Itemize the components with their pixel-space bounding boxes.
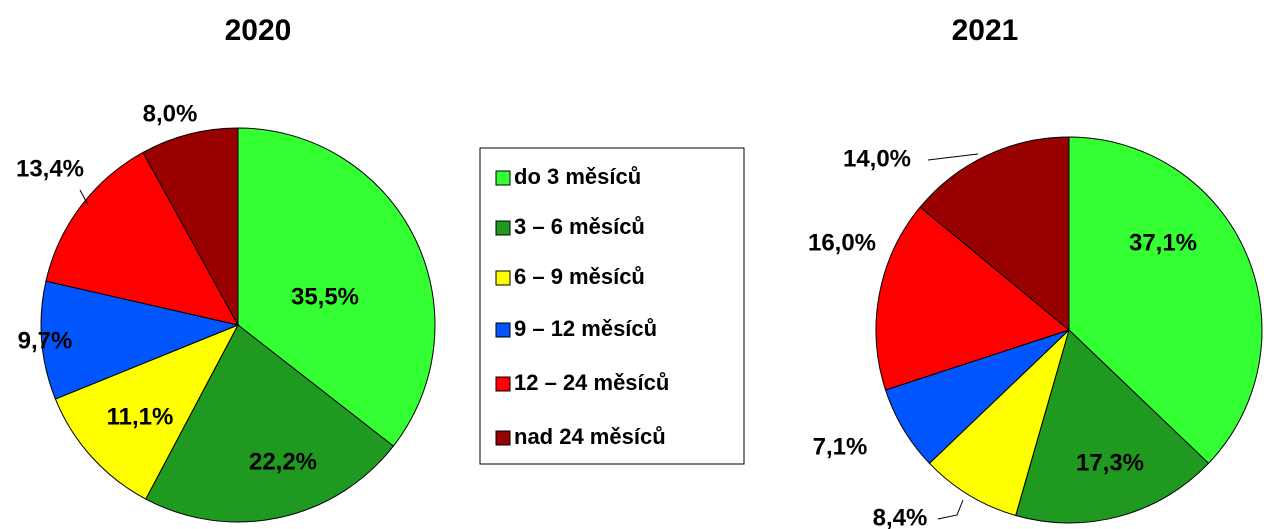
data-label: 13,4% (16, 155, 84, 182)
legend-label: nad 24 měsíců (514, 424, 666, 449)
legend-swatch (495, 430, 511, 446)
data-label: 8,4% (873, 504, 928, 529)
leader-line (937, 499, 964, 520)
pie-slice (928, 328, 1070, 517)
data-label: 7,1% (813, 433, 868, 460)
chart-title: 2021 (952, 14, 1019, 47)
pie-slice (40, 280, 240, 400)
data-label: 22,2% (249, 448, 317, 475)
legend-swatch (495, 322, 511, 338)
legend-swatch (495, 220, 511, 236)
data-label: 35,5% (291, 283, 359, 310)
pie-slice (54, 324, 240, 500)
pie-slice (1068, 136, 1263, 465)
legend-swatch (495, 376, 511, 392)
pie-slice (145, 324, 395, 523)
pie-slice (875, 206, 1071, 391)
pie-slice (142, 127, 239, 326)
data-label: 37,1% (1129, 229, 1197, 256)
legend-label: do 3 měsíců (514, 164, 641, 189)
legend-label: 3 – 6 měsíců (514, 214, 645, 239)
pie-slice (45, 151, 239, 326)
data-label: 9,7% (18, 327, 73, 354)
leader-line (79, 189, 89, 206)
legend-swatch (495, 170, 511, 186)
legend-label: 12 – 24 měsíců (514, 370, 669, 395)
data-label: 8,0% (143, 100, 198, 127)
data-label: 11,1% (107, 403, 174, 430)
legend-label: 6 – 9 měsíců (514, 264, 645, 289)
data-label: 14,0% (843, 145, 911, 172)
data-label: 17,3% (1076, 449, 1144, 476)
legend-label: 9 – 12 měsíců (514, 316, 657, 341)
pie-slice (237, 127, 436, 447)
data-label: 16,0% (808, 229, 876, 256)
pie-slice (1015, 329, 1210, 524)
legend-swatch (495, 270, 511, 286)
chart-title: 2020 (225, 14, 292, 47)
legend-box (479, 147, 745, 465)
pie-slice (919, 136, 1070, 332)
leader-line (927, 153, 979, 161)
